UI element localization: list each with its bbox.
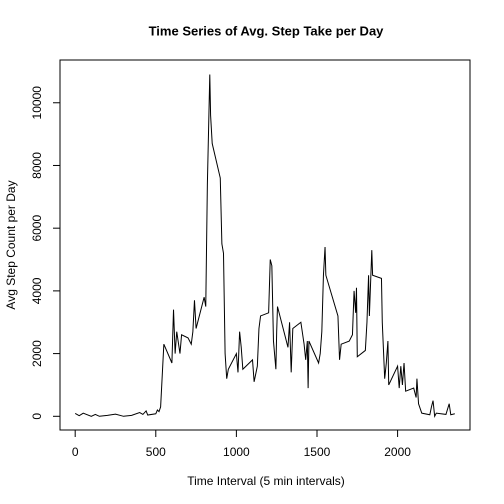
y-tick-label: 4000 <box>30 277 44 304</box>
y-axis-label: Avg Step Count per Day <box>4 180 18 309</box>
y-tick-label: 10000 <box>30 86 44 120</box>
x-tick-label: 0 <box>72 445 79 459</box>
x-tick-label: 1500 <box>304 445 331 459</box>
x-axis-label: Time Interval (5 min intervals) <box>187 474 345 488</box>
y-tick-label: 0 <box>30 413 44 420</box>
chart-title: Time Series of Avg. Step Take per Day <box>149 23 385 38</box>
y-tick-label: 8000 <box>30 152 44 179</box>
y-tick-label: 6000 <box>30 215 44 242</box>
plot-box <box>59 59 471 431</box>
x-tick-label: 1000 <box>223 445 250 459</box>
x-tick-label: 2000 <box>384 445 411 459</box>
data-line <box>74 74 455 419</box>
x-tick-label: 500 <box>146 445 166 459</box>
y-tick-label: 2000 <box>30 340 44 367</box>
